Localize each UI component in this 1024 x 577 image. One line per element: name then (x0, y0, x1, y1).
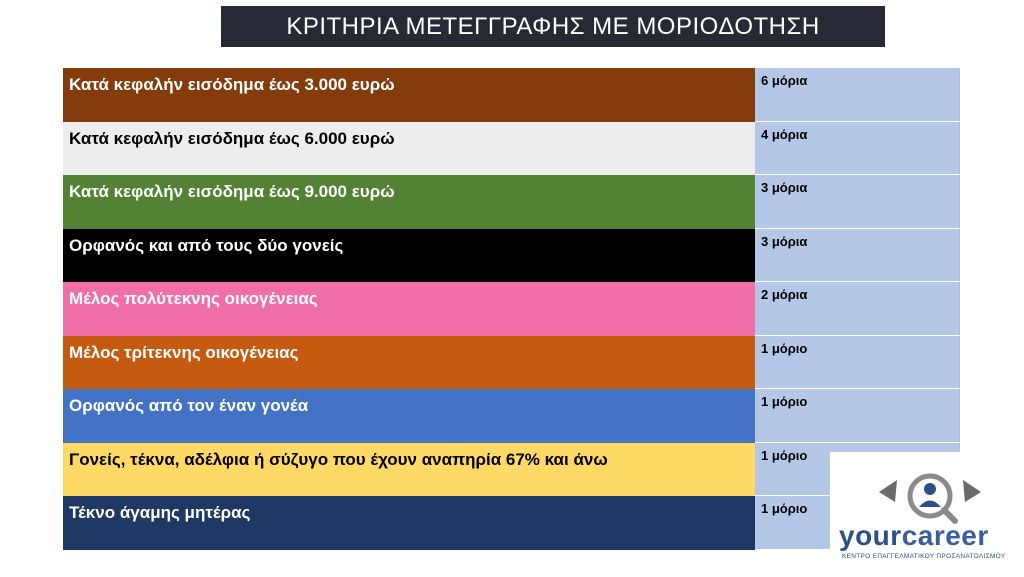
criteria-row: Ορφανός από τον έναν γονέα 1 μόριο (63, 389, 960, 443)
page-title-text: ΚΡΙΤΗΡΙΑ ΜΕΤΕΓΓΡΑΦΗΣ ΜΕ ΜΟΡΙΟΔΟΤΗΣΗ (286, 12, 820, 40)
criteria-label: Μέλος πολύτεκνης οικογένειας (63, 282, 755, 336)
criteria-points: 6 μόρια (755, 68, 960, 122)
criteria-row: Μέλος τρίτεκνης οικογένειας 1 μόριο (63, 335, 960, 389)
magnifier-person-icon (879, 473, 981, 524)
criteria-label: Κατά κεφαλήν εισόδημα έως 9.000 ευρώ (63, 175, 755, 229)
criteria-points: 4 μόρια (755, 121, 960, 175)
logo-word-your: your (839, 520, 902, 551)
criteria-row: Μέλος πολύτεκνης οικογένειας 2 μόρια (63, 282, 960, 336)
criteria-label: Κατά κεφαλήν εισόδημα έως 6.000 ευρώ (63, 121, 755, 175)
criteria-row: Κατά κεφαλήν εισόδημα έως 3.000 ευρώ 6 μ… (63, 68, 960, 122)
criteria-row: Κατά κεφαλήν εισόδημα έως 9.000 ευρώ 3 μ… (63, 175, 960, 229)
criteria-label: Τέκνο άγαμης μητέρας (63, 496, 755, 550)
criteria-points: 2 μόρια (755, 282, 960, 336)
criteria-row: Τέκνο άγαμης μητέρας 1 μόριο (63, 496, 960, 550)
logo-subtitle: ΚΕΝΤΡΟ ΕΠΑΓΓΕΛΜΑΤΙΚΟΥ ΠΡΟΣΑΝΑΤΟΛΙΣΜΟΥ (842, 553, 1006, 560)
criteria-label: Μέλος τρίτεκνης οικογένειας (63, 335, 755, 389)
criteria-points: 3 μόρια (755, 175, 960, 229)
page-title: ΚΡΙΤΗΡΙΑ ΜΕΤΕΓΓΡΑΦΗΣ ΜΕ ΜΟΡΙΟΔΟΤΗΣΗ (221, 6, 885, 47)
criteria-label: Ορφανός από τον έναν γονέα (63, 389, 755, 443)
criteria-label: Γονείς, τέκνα, αδέλφια ή σύζυγο που έχου… (63, 442, 755, 496)
criteria-label: Ορφανός και από τους δύο γονείς (63, 228, 755, 282)
criteria-row: Ορφανός και από τους δύο γονείς 3 μόρια (63, 228, 960, 282)
criteria-label: Κατά κεφαλήν εισόδημα έως 3.000 ευρώ (63, 68, 755, 122)
logo-wordmark: yourcareer (839, 522, 989, 550)
criteria-points: 1 μόριο (755, 389, 960, 443)
criteria-row: Κατά κεφαλήν εισόδημα έως 6.000 ευρώ 4 μ… (63, 121, 960, 175)
logo-word-career: career (901, 520, 989, 551)
criteria-points: 1 μόριο (755, 335, 960, 389)
criteria-row: Γονείς, τέκνα, αδέλφια ή σύζυγο που έχου… (63, 442, 960, 496)
criteria-table: Κατά κεφαλήν εισόδημα έως 3.000 ευρώ 6 μ… (63, 68, 960, 550)
criteria-points: 3 μόρια (755, 228, 960, 282)
